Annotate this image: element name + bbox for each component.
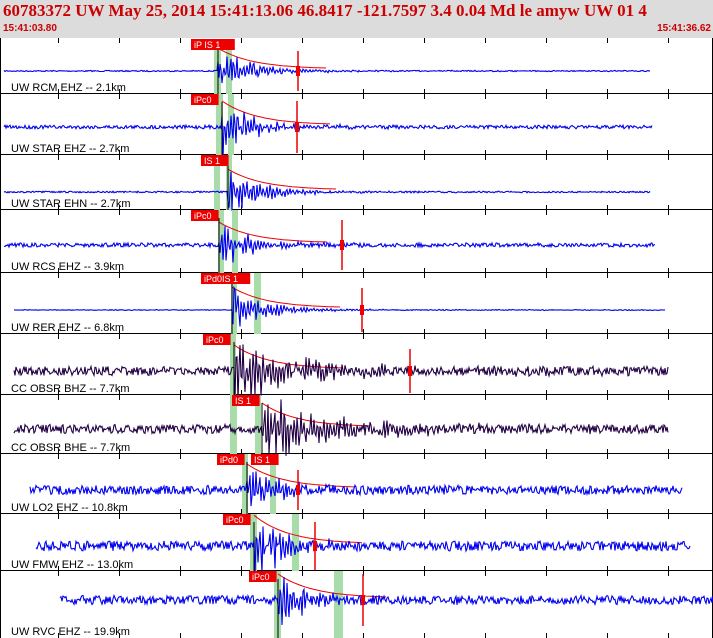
pick-window bbox=[226, 44, 232, 94]
coda-marker-box bbox=[340, 240, 344, 250]
pick-label-box bbox=[217, 454, 245, 465]
coda-marker-box bbox=[408, 366, 412, 376]
waveform-trace bbox=[29, 471, 683, 507]
pick-window bbox=[242, 454, 248, 514]
pick-label: iPd0IS 1 bbox=[204, 274, 238, 284]
pick-label: IS 1 bbox=[235, 396, 251, 406]
pick-label-box bbox=[191, 94, 219, 105]
pick-label: iPc0 bbox=[252, 572, 270, 582]
coda-marker-box bbox=[313, 541, 317, 551]
waveform-trace bbox=[35, 526, 691, 578]
pick-label: IS 1 bbox=[254, 455, 270, 465]
coda-fit-curve bbox=[217, 47, 327, 69]
pick-label: iPd0 bbox=[220, 455, 238, 465]
pick-label-box bbox=[201, 273, 251, 284]
event-header: 60783372 UW May 25, 2014 15:41:13.06 46.… bbox=[0, 0, 713, 38]
coda-marker-box bbox=[295, 122, 299, 132]
pick-label-box bbox=[232, 395, 260, 406]
pick-window bbox=[230, 334, 236, 395]
station-label: UW RCM EHZ -- 2.1km bbox=[11, 82, 126, 94]
trace-panel: IS 1 CC OBSR BHE -- 7.7km bbox=[11, 395, 669, 456]
coda-fit-curve bbox=[233, 344, 343, 369]
pick-label: iPc0 bbox=[206, 335, 224, 345]
pick-window bbox=[214, 155, 220, 210]
waveform-trace bbox=[14, 285, 666, 327]
trace-panel: iPd0IS 1 UW RER EHZ -- 6.8km bbox=[11, 273, 666, 334]
pick-label-box bbox=[191, 210, 219, 221]
station-label: UW RCS EHZ -- 3.9km bbox=[11, 261, 124, 273]
seismogram-svg: iP IS 1 UW RCM EHZ -- 2.1km iPc0 UW STAR EH… bbox=[0, 38, 713, 638]
pick-label-box bbox=[201, 155, 229, 166]
station-label: UW STAR EHN -- 2.7km bbox=[11, 198, 131, 210]
pick-window bbox=[292, 514, 299, 571]
waveform-trace bbox=[59, 577, 713, 626]
start-time-label: 15:41:03.80 bbox=[3, 23, 57, 34]
trace-panel: iP IS 1 UW RCM EHZ -- 2.1km bbox=[3, 39, 651, 94]
trace-panel: iPd0 IS 1 UW LO2 EHZ -- 10.8km bbox=[11, 454, 683, 514]
pick-label: iPc0 bbox=[226, 515, 244, 525]
pick-window bbox=[216, 94, 223, 155]
waveform-trace bbox=[3, 171, 651, 211]
coda-fit-curve bbox=[231, 286, 341, 308]
trace-panel: iPc0 UW RCS EHZ -- 3.9km bbox=[3, 210, 656, 273]
station-label: UW RVC EHZ -- 19.9km bbox=[11, 626, 130, 638]
coda-fit-curve bbox=[221, 100, 331, 125]
pick-label-box bbox=[203, 334, 231, 345]
coda-fit-curve bbox=[253, 514, 363, 544]
station-label: UW LO2 EHZ -- 10.8km bbox=[11, 502, 128, 514]
pick-label: IS 1 bbox=[204, 156, 220, 166]
coda-fit-curve bbox=[246, 463, 356, 488]
coda-marker-box bbox=[360, 305, 364, 315]
trace-panel: IS 1 UW STAR EHN -- 2.7km bbox=[3, 155, 651, 211]
station-label: UW RER EHZ -- 6.8km bbox=[11, 322, 124, 334]
pick-label-box bbox=[223, 514, 251, 525]
trace-panel: iPc0 UW FMW EHZ -- 13.0km bbox=[11, 514, 691, 578]
waveform-trace bbox=[3, 226, 656, 263]
coda-fit-curve bbox=[261, 402, 371, 427]
waveform-trace bbox=[3, 56, 651, 84]
trace-panel: iPc0 CC OBSR BHZ -- 7.7km bbox=[11, 334, 669, 401]
pick-window bbox=[255, 395, 261, 454]
station-label: UW STAR EHZ -- 2.7km bbox=[11, 143, 129, 155]
pick-window bbox=[270, 454, 276, 514]
station-label: UW FMW EHZ -- 13.0km bbox=[11, 559, 133, 571]
waveform-trace bbox=[13, 399, 669, 456]
coda-marker-box bbox=[296, 485, 300, 495]
pick-window bbox=[230, 395, 237, 454]
trace-panel: iPc0 UW STAR EHZ -- 2.7km bbox=[3, 94, 653, 159]
coda-fit-curve bbox=[277, 573, 387, 598]
event-title: 60783372 UW May 25, 2014 15:41:13.06 46.… bbox=[3, 1, 647, 20]
pick-label: iP IS 1 bbox=[194, 40, 220, 50]
coda-marker-box bbox=[361, 595, 365, 605]
coda-fit-curve bbox=[218, 221, 328, 243]
coda-marker-box bbox=[296, 66, 300, 76]
pick-label-box bbox=[251, 454, 279, 465]
waveform-trace bbox=[13, 344, 669, 401]
station-label: CC OBSR BHZ -- 7.7km bbox=[11, 383, 130, 395]
pick-label-box bbox=[191, 39, 235, 50]
trace-panel: iPc0 UW RVC EHZ -- 19.9km bbox=[11, 571, 713, 638]
seismogram-panel: iP IS 1 UW RCM EHZ -- 2.1km iPc0 UW STAR EH… bbox=[0, 38, 713, 638]
end-time-label: 15:41:36.62 bbox=[657, 23, 711, 34]
waveform-trace bbox=[3, 111, 653, 159]
station-label: CC OBSR BHE -- 7.7km bbox=[11, 442, 130, 454]
pick-label: iPc0 bbox=[194, 211, 212, 221]
pick-label-box bbox=[249, 571, 277, 582]
coda-fit-curve bbox=[227, 168, 337, 190]
pick-window bbox=[226, 155, 232, 210]
pick-label: iPc0 bbox=[194, 95, 212, 105]
